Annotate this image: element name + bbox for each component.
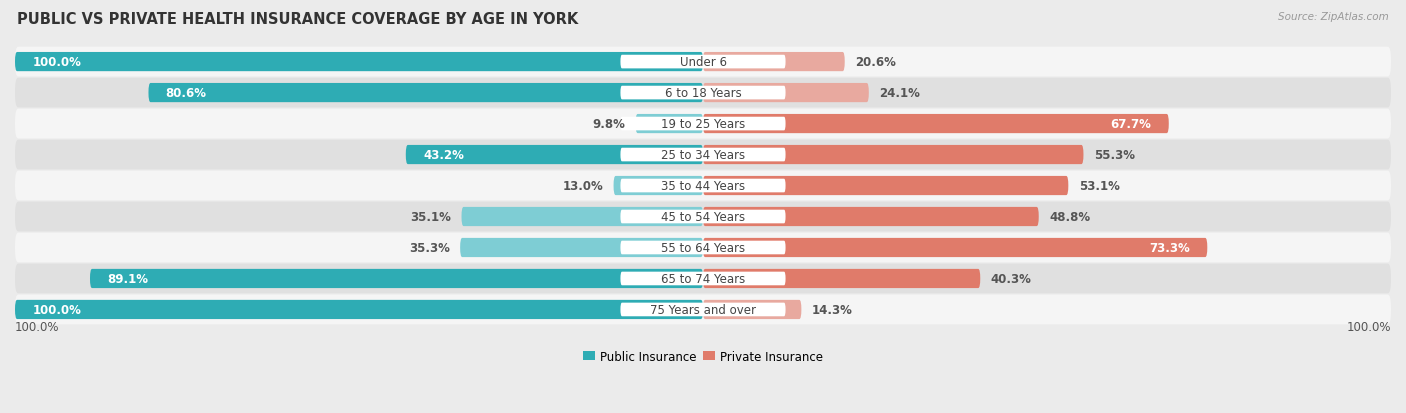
Text: 100.0%: 100.0% (32, 303, 82, 316)
Text: 73.3%: 73.3% (1149, 242, 1189, 254)
FancyBboxPatch shape (15, 300, 703, 319)
FancyBboxPatch shape (620, 148, 786, 162)
FancyBboxPatch shape (703, 176, 1069, 196)
FancyBboxPatch shape (406, 145, 703, 165)
FancyBboxPatch shape (703, 84, 869, 103)
Text: 55 to 64 Years: 55 to 64 Years (661, 242, 745, 254)
FancyBboxPatch shape (620, 241, 786, 255)
Text: 24.1%: 24.1% (879, 87, 920, 100)
FancyBboxPatch shape (620, 210, 786, 224)
Text: 89.1%: 89.1% (107, 272, 148, 285)
Legend: Public Insurance, Private Insurance: Public Insurance, Private Insurance (578, 346, 828, 368)
FancyBboxPatch shape (15, 295, 1391, 325)
FancyBboxPatch shape (620, 87, 786, 100)
FancyBboxPatch shape (15, 78, 1391, 108)
Text: 13.0%: 13.0% (562, 180, 603, 192)
FancyBboxPatch shape (15, 233, 1391, 263)
Text: 80.6%: 80.6% (166, 87, 207, 100)
FancyBboxPatch shape (620, 117, 786, 131)
FancyBboxPatch shape (15, 264, 1391, 294)
FancyBboxPatch shape (703, 238, 1208, 257)
FancyBboxPatch shape (620, 56, 786, 69)
Text: 43.2%: 43.2% (423, 149, 464, 161)
FancyBboxPatch shape (703, 115, 1168, 134)
FancyBboxPatch shape (460, 238, 703, 257)
Text: 53.1%: 53.1% (1078, 180, 1119, 192)
FancyBboxPatch shape (620, 303, 786, 316)
Text: 48.8%: 48.8% (1049, 211, 1090, 223)
Text: 55.3%: 55.3% (1094, 149, 1135, 161)
Text: 75 Years and over: 75 Years and over (650, 303, 756, 316)
FancyBboxPatch shape (703, 145, 1084, 165)
FancyBboxPatch shape (620, 179, 786, 193)
Text: 19 to 25 Years: 19 to 25 Years (661, 118, 745, 131)
Text: Under 6: Under 6 (679, 56, 727, 69)
FancyBboxPatch shape (149, 84, 703, 103)
Text: 67.7%: 67.7% (1111, 118, 1152, 131)
FancyBboxPatch shape (703, 300, 801, 319)
FancyBboxPatch shape (15, 47, 1391, 77)
FancyBboxPatch shape (703, 207, 1039, 227)
Text: 9.8%: 9.8% (592, 118, 626, 131)
FancyBboxPatch shape (15, 202, 1391, 232)
Text: 35.3%: 35.3% (409, 242, 450, 254)
Text: 40.3%: 40.3% (991, 272, 1032, 285)
FancyBboxPatch shape (461, 207, 703, 227)
FancyBboxPatch shape (613, 176, 703, 196)
Text: 35.1%: 35.1% (411, 211, 451, 223)
FancyBboxPatch shape (703, 53, 845, 72)
FancyBboxPatch shape (15, 53, 703, 72)
FancyBboxPatch shape (636, 115, 703, 134)
Text: PUBLIC VS PRIVATE HEALTH INSURANCE COVERAGE BY AGE IN YORK: PUBLIC VS PRIVATE HEALTH INSURANCE COVER… (17, 12, 578, 27)
FancyBboxPatch shape (703, 269, 980, 288)
Text: 35 to 44 Years: 35 to 44 Years (661, 180, 745, 192)
Text: 14.3%: 14.3% (811, 303, 852, 316)
Text: 65 to 74 Years: 65 to 74 Years (661, 272, 745, 285)
Text: 100.0%: 100.0% (15, 320, 59, 333)
Text: 100.0%: 100.0% (32, 56, 82, 69)
Text: 100.0%: 100.0% (1347, 320, 1391, 333)
Text: Source: ZipAtlas.com: Source: ZipAtlas.com (1278, 12, 1389, 22)
FancyBboxPatch shape (15, 140, 1391, 170)
FancyBboxPatch shape (620, 272, 786, 286)
FancyBboxPatch shape (90, 269, 703, 288)
FancyBboxPatch shape (15, 109, 1391, 139)
Text: 20.6%: 20.6% (855, 56, 896, 69)
Text: 45 to 54 Years: 45 to 54 Years (661, 211, 745, 223)
FancyBboxPatch shape (15, 171, 1391, 201)
Text: 6 to 18 Years: 6 to 18 Years (665, 87, 741, 100)
Text: 25 to 34 Years: 25 to 34 Years (661, 149, 745, 161)
